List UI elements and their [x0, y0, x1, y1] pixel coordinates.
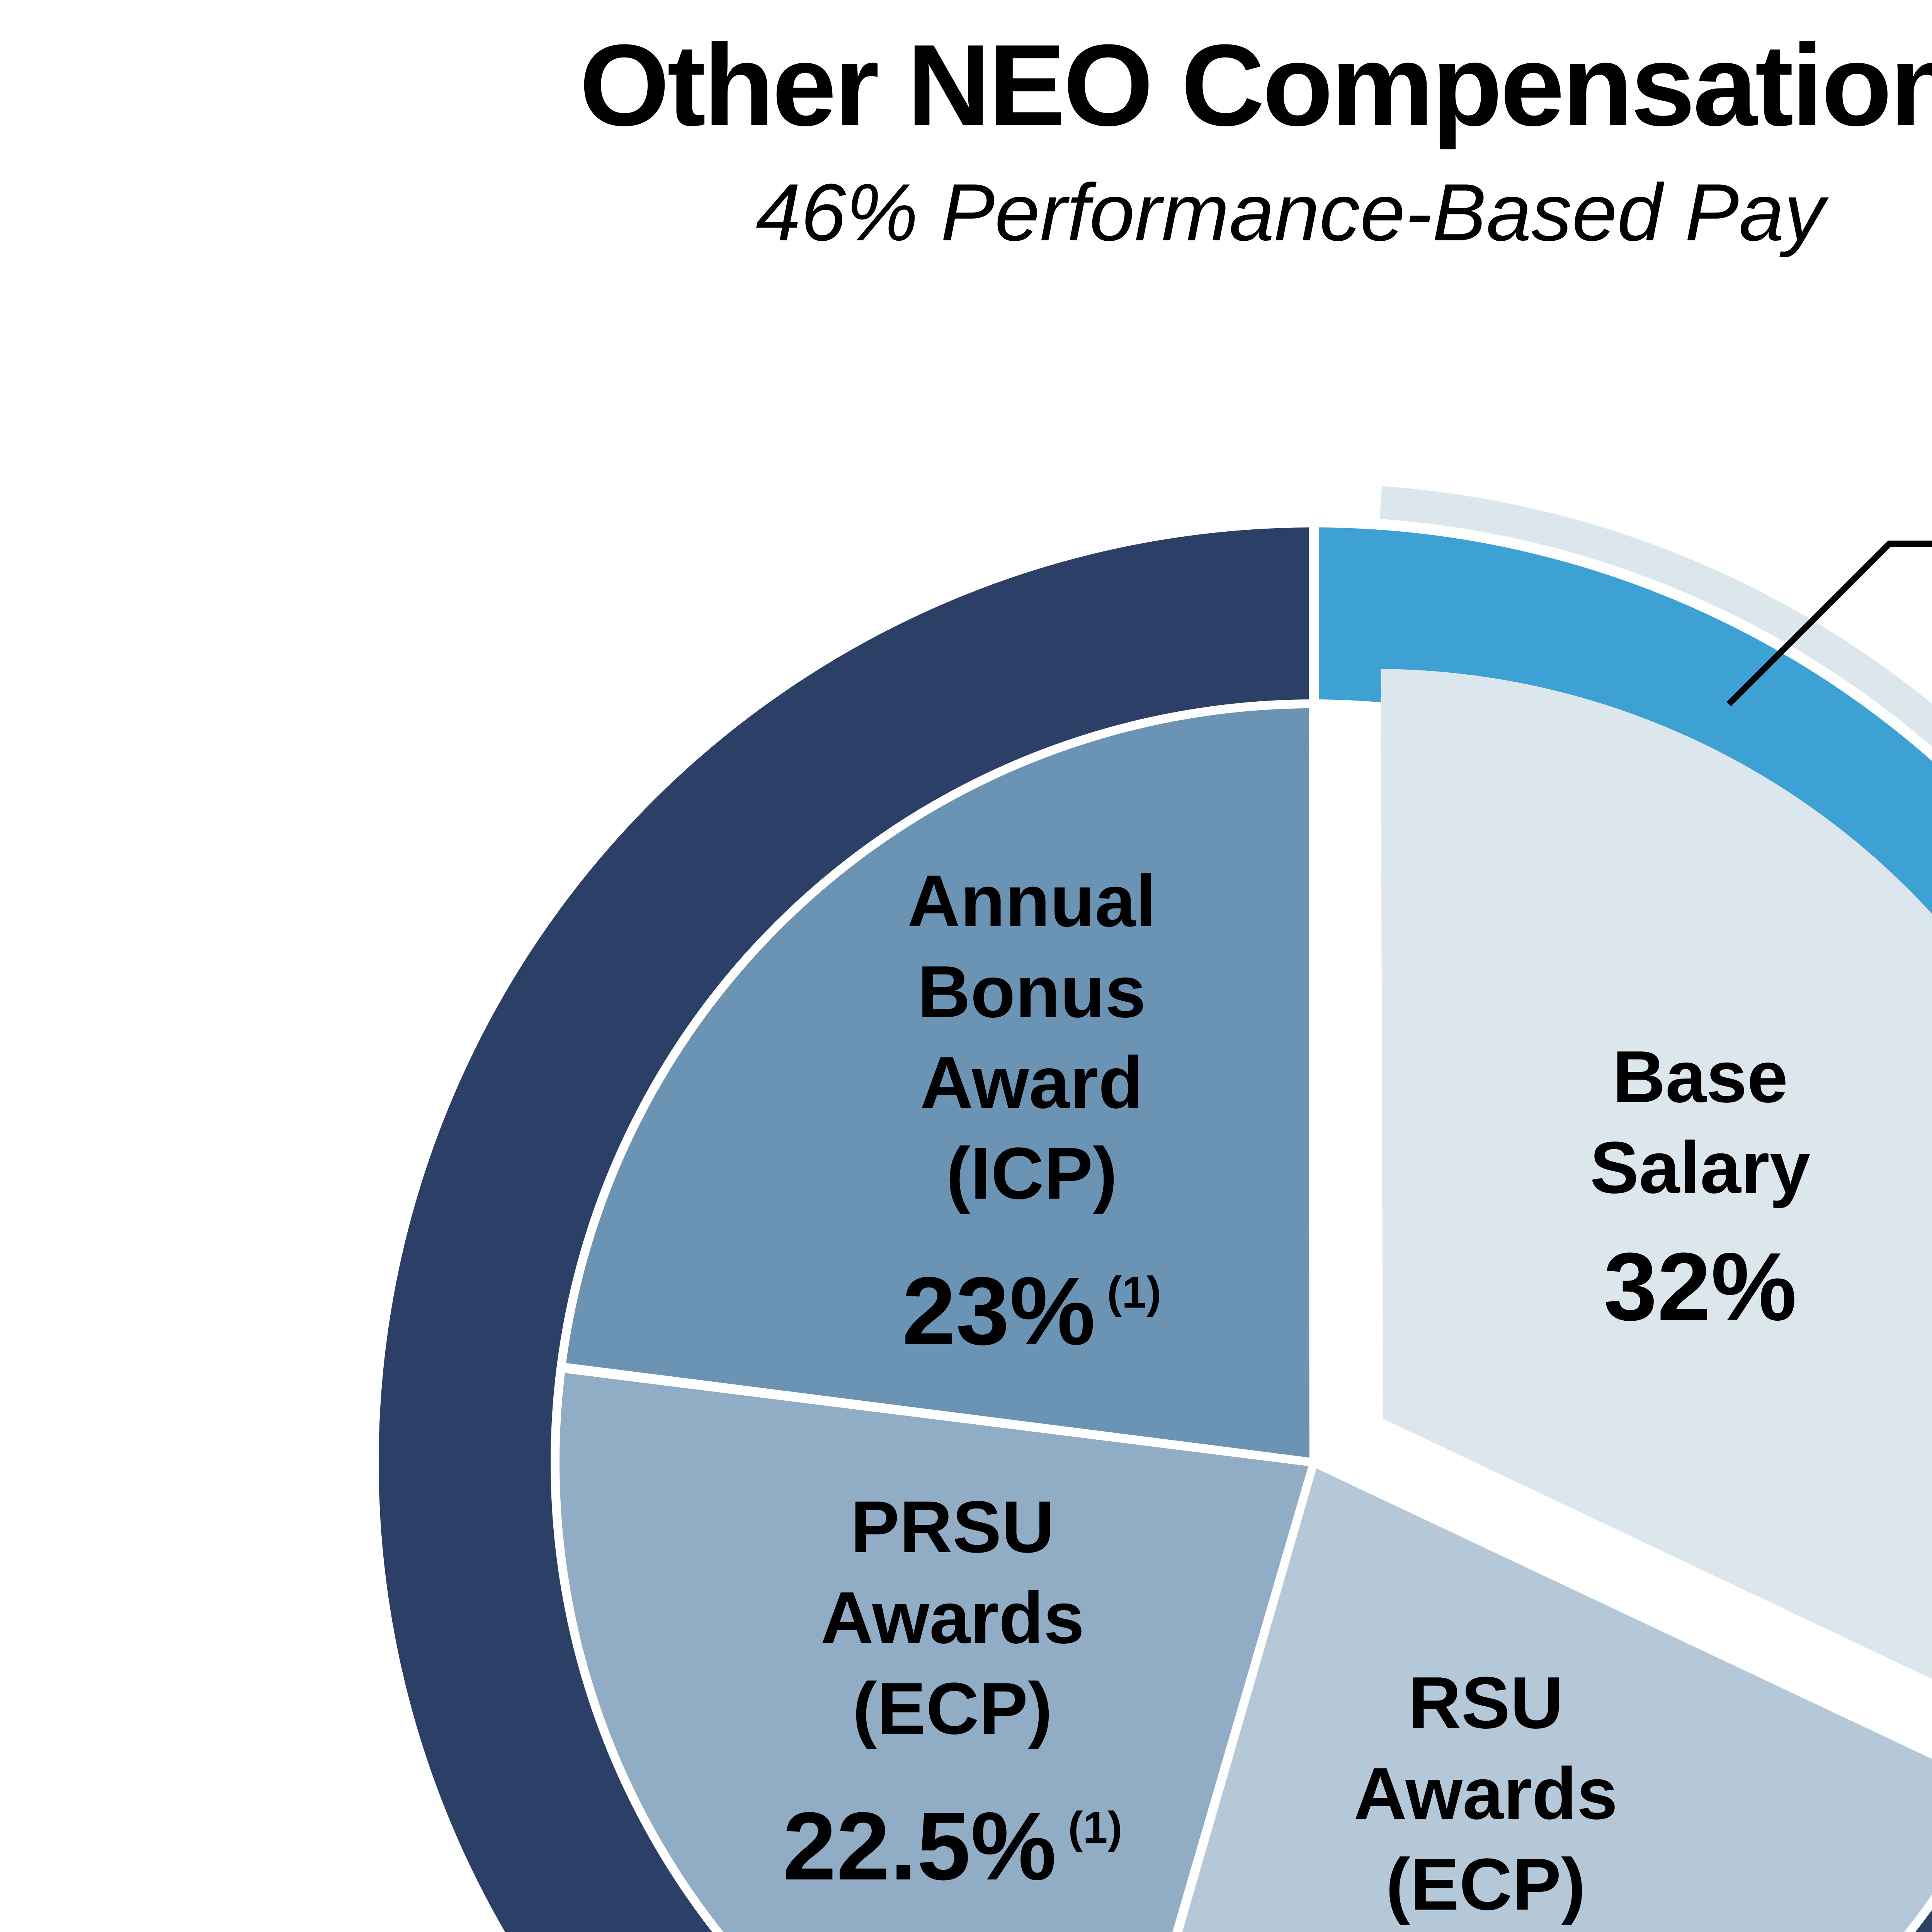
chart-title: Other NEO Compensation* — [579, 20, 1932, 150]
label-line: Awards — [1354, 1753, 1618, 1835]
leader-line-not-at-risk — [1726, 541, 1932, 706]
value-label: 32% — [1603, 1233, 1797, 1340]
label-line: Base — [1612, 1036, 1788, 1118]
label-line: (ECP) — [852, 1668, 1053, 1750]
label-base-salary: Base Salary 32% — [1430, 1032, 1932, 1337]
slice-prsu — [560, 1373, 1308, 1932]
slice-rsu — [1182, 1468, 1932, 1932]
chart-subtitle: 46% Performance-Based Pay — [755, 167, 1825, 258]
label-line: Awards — [820, 1577, 1085, 1659]
value-label: 23% — [902, 1257, 1095, 1365]
label-annual-bonus: Annual Bonus Award (ICP) 23% (1) — [761, 856, 1302, 1361]
label-line: (ICP) — [946, 1133, 1117, 1214]
label-line: RSU — [1408, 1662, 1563, 1744]
label-prsu: PRSU Awards (ECP) 22.5% (1) — [682, 1482, 1223, 1896]
ring-segment-not-at-risk — [1319, 527, 1932, 1015]
label-line: Annual — [907, 860, 1156, 942]
label-line: PRSU — [850, 1486, 1054, 1568]
slice-annual-bonus — [566, 708, 1310, 1458]
label-line: (ECP) — [1386, 1844, 1586, 1925]
label-line: Bonus — [917, 951, 1146, 1033]
footnote-marker: (1) — [1068, 1803, 1122, 1852]
value-label: 22.5% — [782, 1792, 1057, 1900]
slice-base-salary — [1381, 669, 1932, 1679]
not-at-risk-bracket-arc — [1379, 486, 1932, 747]
label-rsu: RSU Awards (ECP) 22.5%(2) — [1215, 1658, 1756, 1932]
label-line: Salary — [1590, 1127, 1811, 1209]
ring-segment-at-risk — [379, 527, 1932, 1932]
label-line: Award — [920, 1042, 1143, 1124]
footnote-marker: (1) — [1107, 1268, 1162, 1317]
